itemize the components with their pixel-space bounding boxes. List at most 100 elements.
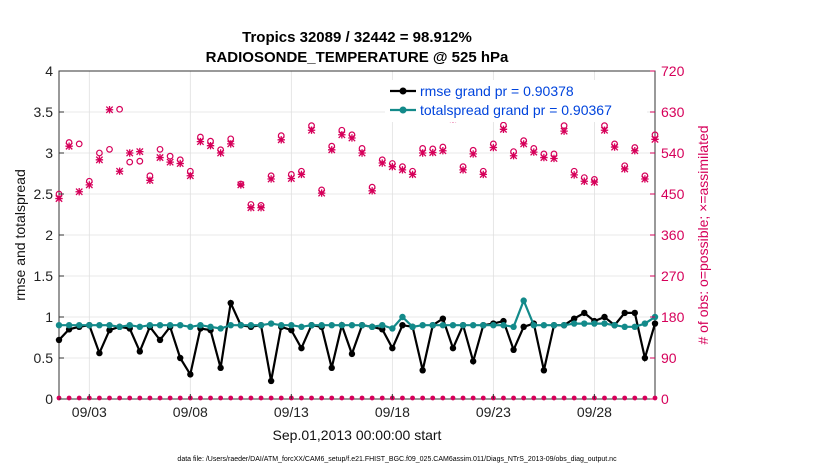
- x-tick-label: 09/08: [173, 404, 208, 420]
- obs-low-marker: [511, 395, 516, 401]
- obs-low-marker: [602, 395, 607, 401]
- rmse-point: [106, 326, 113, 334]
- totalspread-point: [136, 323, 144, 331]
- obs-assimilated-marker: [196, 137, 205, 146]
- totalspread-point: [631, 323, 638, 331]
- rmse-point: [187, 371, 194, 378]
- obs-low-marker: [157, 395, 163, 401]
- totalspread-point: [581, 320, 588, 327]
- totalspread-point: [116, 323, 123, 331]
- obs-assimilated-marker: [55, 194, 63, 203]
- obs-assimilated-marker: [378, 159, 386, 167]
- obs-assimilated-marker: [550, 154, 558, 163]
- obs-assimilated-marker: [75, 188, 83, 196]
- totalspread-point: [65, 322, 73, 329]
- y-right-tick-label: 180: [661, 309, 685, 325]
- obs-assimilated-marker: [509, 152, 518, 160]
- obs-low-marker: [480, 395, 486, 401]
- totalspread-point: [348, 322, 356, 329]
- totalspread-point: [126, 322, 133, 329]
- obs-assimilated-marker: [267, 175, 275, 183]
- totalspread-point: [55, 322, 63, 329]
- rmse-line: [58, 299, 657, 382]
- obs-low-marker: [167, 395, 173, 401]
- obs-assimilated-marker: [479, 170, 487, 179]
- obs-possible-marker: [166, 152, 174, 160]
- totalspread-point: [621, 323, 628, 331]
- obs-possible-marker: [75, 140, 83, 148]
- obs-assimilated-marker: [277, 136, 285, 144]
- obs-low-marker: [97, 395, 102, 401]
- obs-assimilated-marker: [580, 177, 588, 185]
- obs-low-marker: [278, 395, 284, 401]
- obs-low-marker: [652, 395, 658, 401]
- totalspread-point: [389, 325, 396, 332]
- obs-assimilated-marker: [247, 203, 255, 212]
- obs-low-marker: [137, 395, 143, 401]
- rmse-point: [641, 354, 649, 362]
- obs-assimilated-marker: [489, 143, 498, 152]
- rmse-point: [439, 315, 447, 322]
- data-file-footnote: data file: /Users/raeder/DAI/ATM_forcXX/…: [177, 456, 617, 463]
- y-tick-label: 3.5: [34, 104, 54, 120]
- totalspread-point: [197, 322, 204, 329]
- obs-low-marker: [299, 395, 304, 401]
- obs-low-marker: [218, 395, 224, 401]
- obs-low-marker: [228, 395, 234, 401]
- totalspread-point: [267, 320, 275, 327]
- obs-assimilated-marker: [519, 140, 528, 148]
- obs-low-marker: [117, 395, 123, 401]
- obs-low-marker: [329, 395, 335, 401]
- totalspread-point: [106, 322, 113, 329]
- totalspread-point: [146, 322, 154, 329]
- y-right-tick-label: 630: [661, 104, 685, 120]
- data-series: [55, 297, 659, 385]
- totalspread-point: [166, 322, 174, 329]
- y-tick-label: 0: [45, 391, 53, 407]
- rmse-point: [136, 348, 144, 355]
- obs-low-marker: [541, 395, 547, 401]
- totalspread-point: [96, 322, 103, 329]
- obs-assimilated-marker: [166, 158, 174, 166]
- obs-assimilated-marker: [105, 106, 114, 114]
- y-tick-label: 2.5: [34, 186, 54, 202]
- obs-assimilated-marker: [146, 176, 154, 185]
- x-tick-label: 09/28: [577, 404, 612, 420]
- obs-assimilated-marker: [590, 178, 599, 186]
- obs-low-marker: [531, 395, 537, 401]
- y-right-tick-label: 0: [661, 391, 669, 407]
- obs-low-marker: [198, 395, 203, 401]
- totalspread-point: [368, 323, 376, 331]
- obs-low-marker: [379, 395, 385, 401]
- obs-assimilated-marker: [257, 203, 265, 212]
- obs-assimilated-marker: [156, 153, 164, 162]
- obs-assimilated-marker: [560, 127, 568, 135]
- obs-assimilated-marker: [600, 126, 609, 134]
- obs-low-marker: [127, 395, 133, 401]
- rmse-point: [631, 309, 638, 317]
- rmse-point: [621, 309, 628, 317]
- totalspread-point: [520, 297, 527, 304]
- obs-low-marker: [147, 395, 153, 401]
- obs-assimilated-marker: [126, 149, 134, 157]
- obs-low-marker: [561, 395, 567, 401]
- totalspread-point: [439, 322, 447, 329]
- y-tick-label: 2: [45, 227, 53, 243]
- totalspread-point: [177, 322, 184, 329]
- chart-title: Tropics 32089 / 32442 = 98.912%: [242, 29, 472, 46]
- obs-assimilated-marker: [499, 125, 508, 134]
- rmse-point: [348, 350, 356, 358]
- y-tick-label: 0.5: [34, 350, 54, 366]
- obs-assimilated-marker: [459, 166, 467, 174]
- obs-assimilated-marker: [227, 140, 235, 148]
- obs-assimilated-marker: [540, 153, 548, 162]
- totalspread-point: [550, 322, 558, 329]
- obs-low-marker: [612, 395, 617, 401]
- totalspread-point: [480, 322, 487, 329]
- obs-assimilated-marker: [65, 142, 73, 150]
- rmse-point: [288, 326, 295, 334]
- obs-assimilated-marker: [186, 172, 195, 180]
- obs-low-marker: [248, 395, 254, 401]
- rmse-point: [389, 344, 396, 352]
- y-tick-label: 3: [45, 145, 53, 161]
